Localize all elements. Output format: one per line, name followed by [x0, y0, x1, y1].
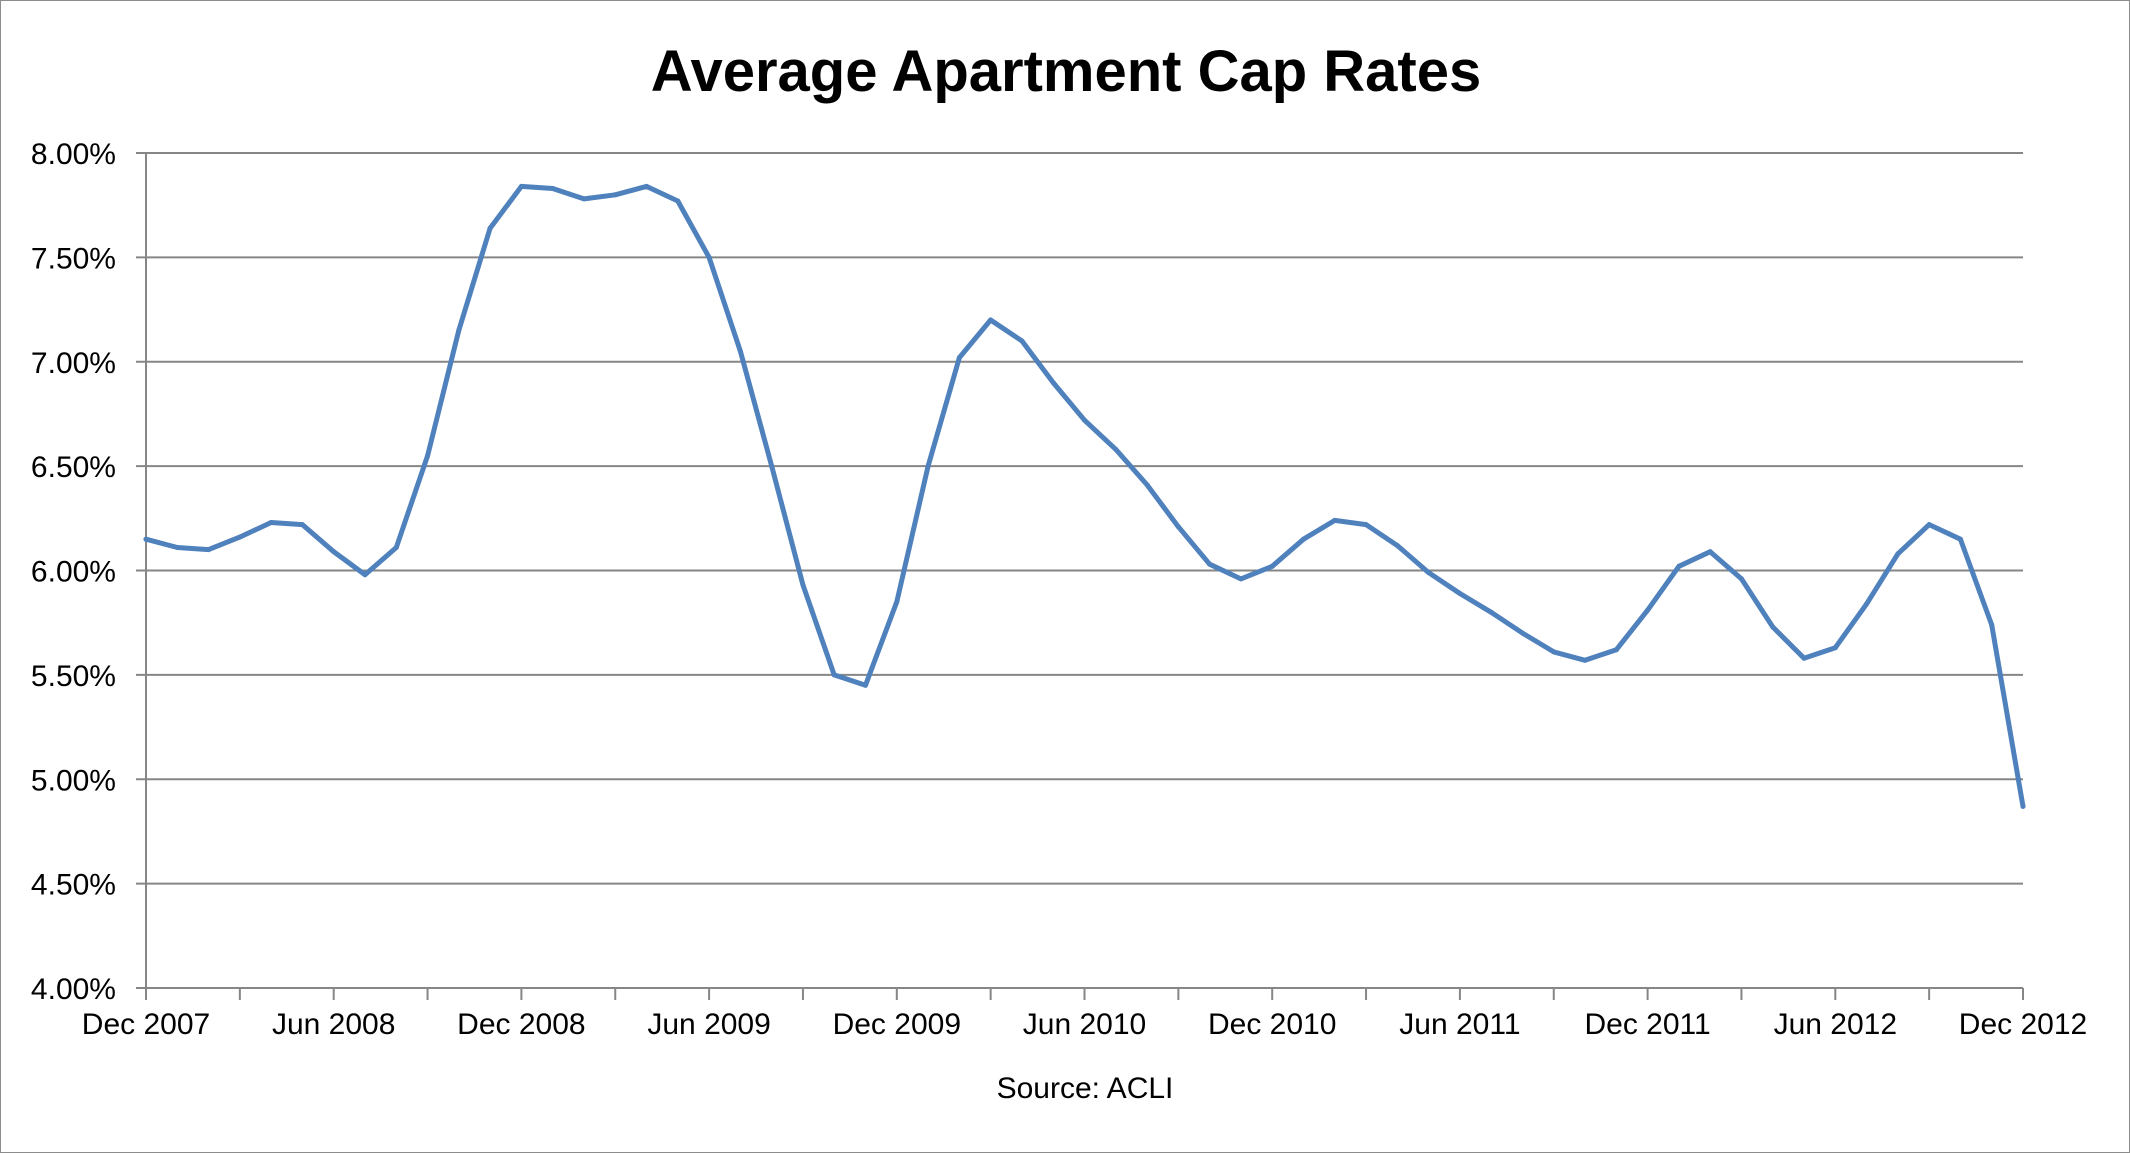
data-point [706, 254, 712, 260]
data-point [487, 225, 493, 231]
data-point [1488, 609, 1494, 615]
data-point [143, 536, 149, 542]
data-point [1739, 576, 1744, 582]
data-point [1582, 657, 1588, 663]
data-point [863, 682, 868, 688]
x-tick-label: Dec 2010 [1208, 1008, 1336, 1041]
data-point [1832, 645, 1838, 651]
data-point [800, 582, 806, 588]
data-point [237, 534, 243, 540]
data-point [362, 572, 368, 578]
series-line [143, 183, 2026, 809]
data-point [393, 545, 399, 550]
data-point [456, 327, 462, 333]
data-point [1520, 630, 1525, 636]
data-point [1926, 522, 1932, 528]
y-tick-label: 7.00% [31, 347, 116, 380]
data-point [1082, 417, 1087, 423]
data-point [581, 196, 587, 202]
data-point [894, 599, 900, 605]
data-point [1676, 563, 1682, 569]
data-point [675, 198, 681, 204]
data-point [1770, 624, 1776, 630]
data-point [1801, 655, 1807, 661]
x-tick-label: Dec 2009 [833, 1008, 961, 1041]
series-layer [143, 183, 2026, 809]
data-point [1238, 576, 1244, 582]
data-point [1457, 591, 1463, 596]
data-point [518, 183, 524, 189]
data-point [831, 672, 837, 678]
x-tick-label: Dec 2011 [1584, 1008, 1710, 1041]
data-point [612, 192, 618, 198]
data-point [1895, 551, 1901, 557]
x-tick-label: Jun 2012 [1774, 1008, 1897, 1041]
data-point [1707, 549, 1713, 555]
y-tick-label: 4.00% [31, 973, 116, 1006]
data-point [1864, 601, 1870, 607]
data-point [1019, 338, 1025, 344]
data-point [331, 549, 337, 555]
data-point [1613, 647, 1619, 653]
x-tick-label: Dec 2012 [1959, 1008, 2087, 1041]
data-point [299, 522, 305, 528]
x-tick-label: Jun 2009 [647, 1008, 770, 1041]
data-point [988, 317, 994, 323]
data-point [925, 463, 931, 469]
data-point [550, 186, 556, 191]
y-tick-label: 5.50% [31, 660, 116, 693]
data-point [1050, 380, 1056, 386]
y-tick-label: 6.50% [31, 451, 116, 484]
data-point [1332, 517, 1338, 523]
data-point [1113, 446, 1119, 452]
x-axis: Dec 2007 Jun 2008 Dec 2008 Jun 2009 Dec 2009… [82, 153, 2087, 1041]
data-point [1207, 561, 1213, 567]
data-point [2020, 803, 2026, 809]
data-point [1144, 482, 1150, 488]
data-point [268, 520, 274, 525]
data-point [737, 348, 743, 354]
data-point [1269, 563, 1275, 569]
y-axis-ticks: 4.00% 4.50% 5.00% 5.50% 6.00% 6.50% 7.00% 7.50%… [31, 138, 146, 1006]
data-point [1363, 522, 1369, 528]
y-tick-label: 8.00% [31, 138, 116, 171]
data-point [1551, 649, 1557, 655]
data-point [769, 463, 775, 469]
chart-title: Average Apartment Cap Rates [651, 39, 1482, 104]
data-point [206, 547, 212, 553]
data-point [1394, 543, 1400, 548]
data-point [1645, 607, 1651, 613]
x-tick-label: Dec 2008 [457, 1008, 585, 1041]
data-point [644, 183, 649, 189]
y-tick-label: 5.00% [31, 764, 116, 797]
data-point [425, 453, 431, 459]
y-tick-label: 7.50% [31, 242, 116, 275]
data-point [1175, 524, 1181, 530]
y-tick-label: 4.50% [31, 869, 116, 902]
data-point [1989, 622, 1995, 628]
x-tick-label: Jun 2010 [1023, 1008, 1146, 1041]
data-point [1426, 570, 1432, 576]
data-point [174, 545, 180, 550]
gridlines [146, 152, 2023, 885]
data-point [956, 355, 962, 361]
x-tick-label: Dec 2007 [82, 1008, 210, 1041]
source-caption: Source: ACLI [997, 1072, 1174, 1105]
data-point [1301, 536, 1306, 542]
data-point [1957, 536, 1963, 542]
x-tick-label: Jun 2008 [272, 1008, 395, 1041]
x-tick-label: Jun 2011 [1399, 1008, 1520, 1041]
y-tick-label: 6.00% [31, 556, 116, 589]
